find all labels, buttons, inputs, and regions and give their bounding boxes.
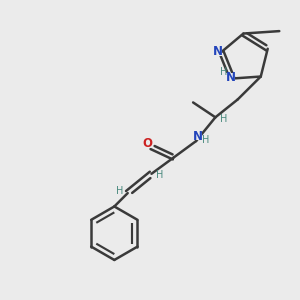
Bar [143,140,151,148]
Text: H: H [220,67,227,77]
Bar [213,48,222,56]
Text: H: H [116,186,123,196]
Text: N: N [226,70,236,83]
Text: H: H [156,170,163,180]
Text: H: H [220,114,227,124]
Text: O: O [142,137,152,150]
Bar [194,133,202,140]
Text: H: H [202,135,210,145]
Text: N: N [213,46,223,59]
Text: N: N [193,130,202,143]
Bar [226,73,235,81]
